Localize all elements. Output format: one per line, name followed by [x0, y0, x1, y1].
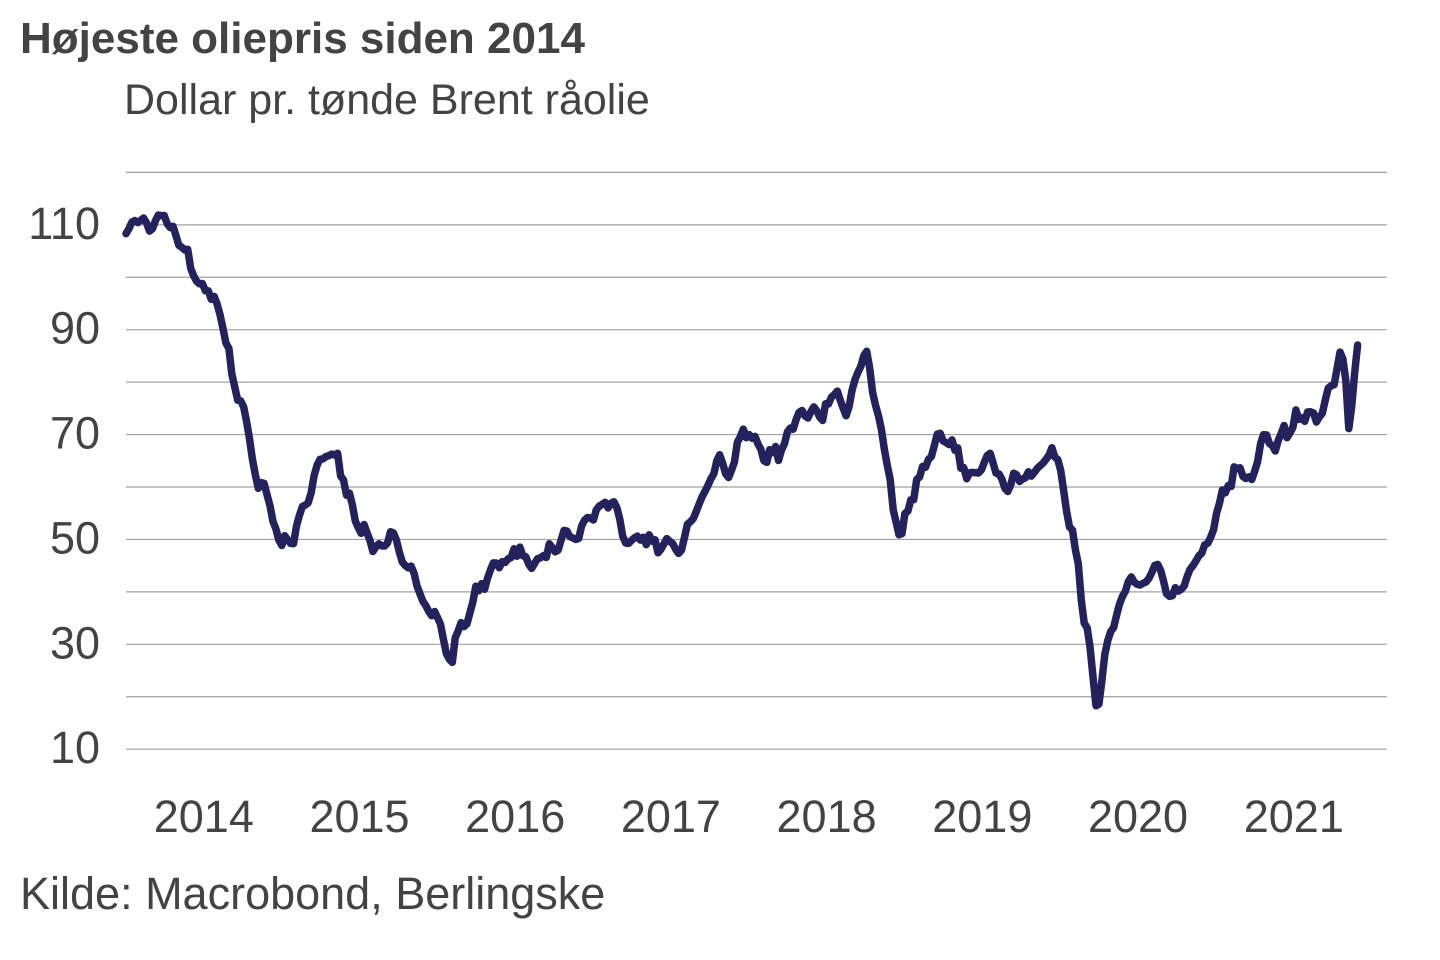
svg-text:2014: 2014 — [154, 791, 254, 842]
svg-text:2016: 2016 — [465, 791, 565, 842]
svg-text:2018: 2018 — [777, 791, 877, 842]
svg-text:30: 30 — [50, 617, 100, 668]
svg-text:70: 70 — [50, 408, 100, 459]
svg-text:2021: 2021 — [1244, 791, 1344, 842]
svg-text:2020: 2020 — [1088, 791, 1188, 842]
svg-text:10: 10 — [50, 722, 100, 773]
svg-text:90: 90 — [50, 303, 100, 354]
svg-text:2019: 2019 — [932, 791, 1032, 842]
svg-text:2017: 2017 — [621, 791, 721, 842]
svg-text:110: 110 — [28, 198, 100, 249]
svg-text:2015: 2015 — [309, 791, 409, 842]
svg-text:50: 50 — [50, 513, 100, 564]
